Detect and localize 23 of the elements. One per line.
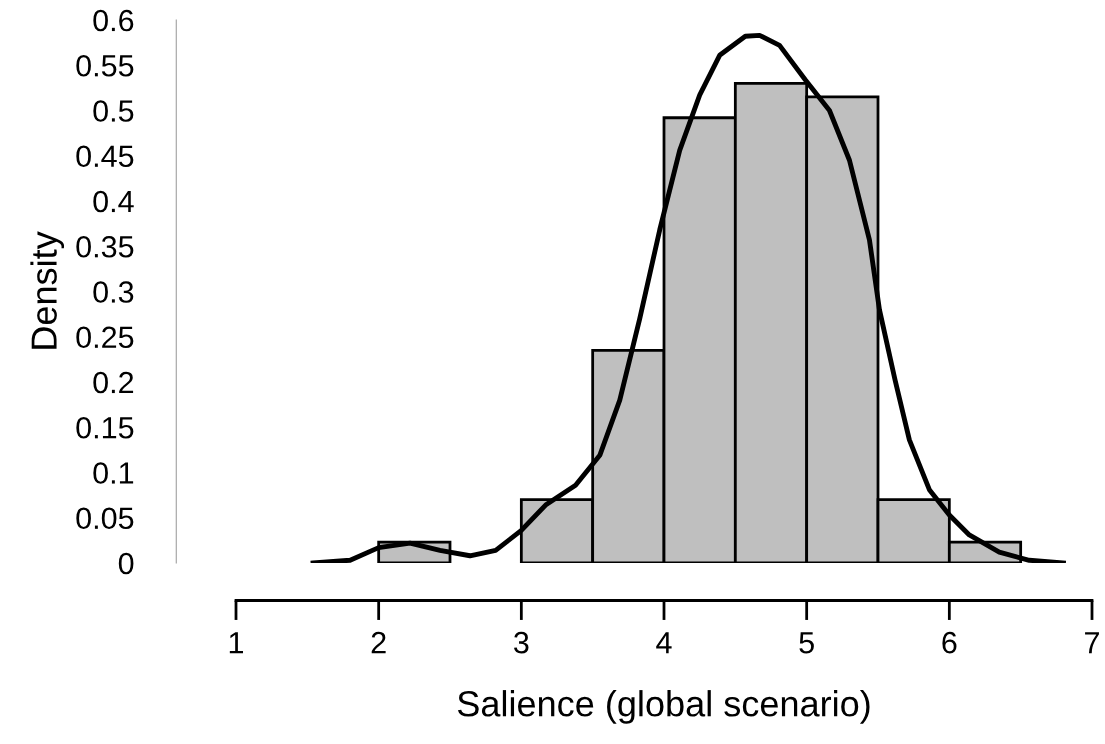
y-tick-label: 0.1 bbox=[93, 462, 134, 484]
x-tick-label: 1 bbox=[229, 632, 244, 654]
y-tick-label: 0.2 bbox=[93, 371, 134, 394]
y-tick-label: 0.15 bbox=[76, 416, 134, 439]
y-tick-label: 0.4 bbox=[93, 190, 134, 213]
y-tick-label: 0.45 bbox=[76, 145, 134, 168]
y-tick-label: 0 bbox=[118, 552, 134, 575]
x-tick-label: 2 bbox=[371, 631, 386, 654]
y-axis-title: Density bbox=[30, 231, 65, 349]
y-tick-label: 0.25 bbox=[76, 326, 134, 349]
x-axis-title: Salience (global scenario) bbox=[457, 690, 870, 724]
y-tick-label: 0.5 bbox=[93, 100, 134, 122]
y-tick-label: 0.3 bbox=[93, 281, 134, 303]
y-tick-label: 0.55 bbox=[76, 54, 134, 77]
x-tick-label: 7 bbox=[1085, 632, 1099, 654]
x-tick-label: 5 bbox=[799, 632, 814, 654]
y-tick-label: 0.6 bbox=[93, 9, 134, 32]
x-tick-label: 3 bbox=[514, 631, 529, 654]
line-series bbox=[310, 32, 1066, 563]
y-tick-label: 0.35 bbox=[76, 235, 134, 258]
x-tick-label: 4 bbox=[656, 632, 672, 654]
y-tick-label: 0.05 bbox=[76, 507, 134, 530]
x-tick-label: 6 bbox=[942, 631, 957, 654]
